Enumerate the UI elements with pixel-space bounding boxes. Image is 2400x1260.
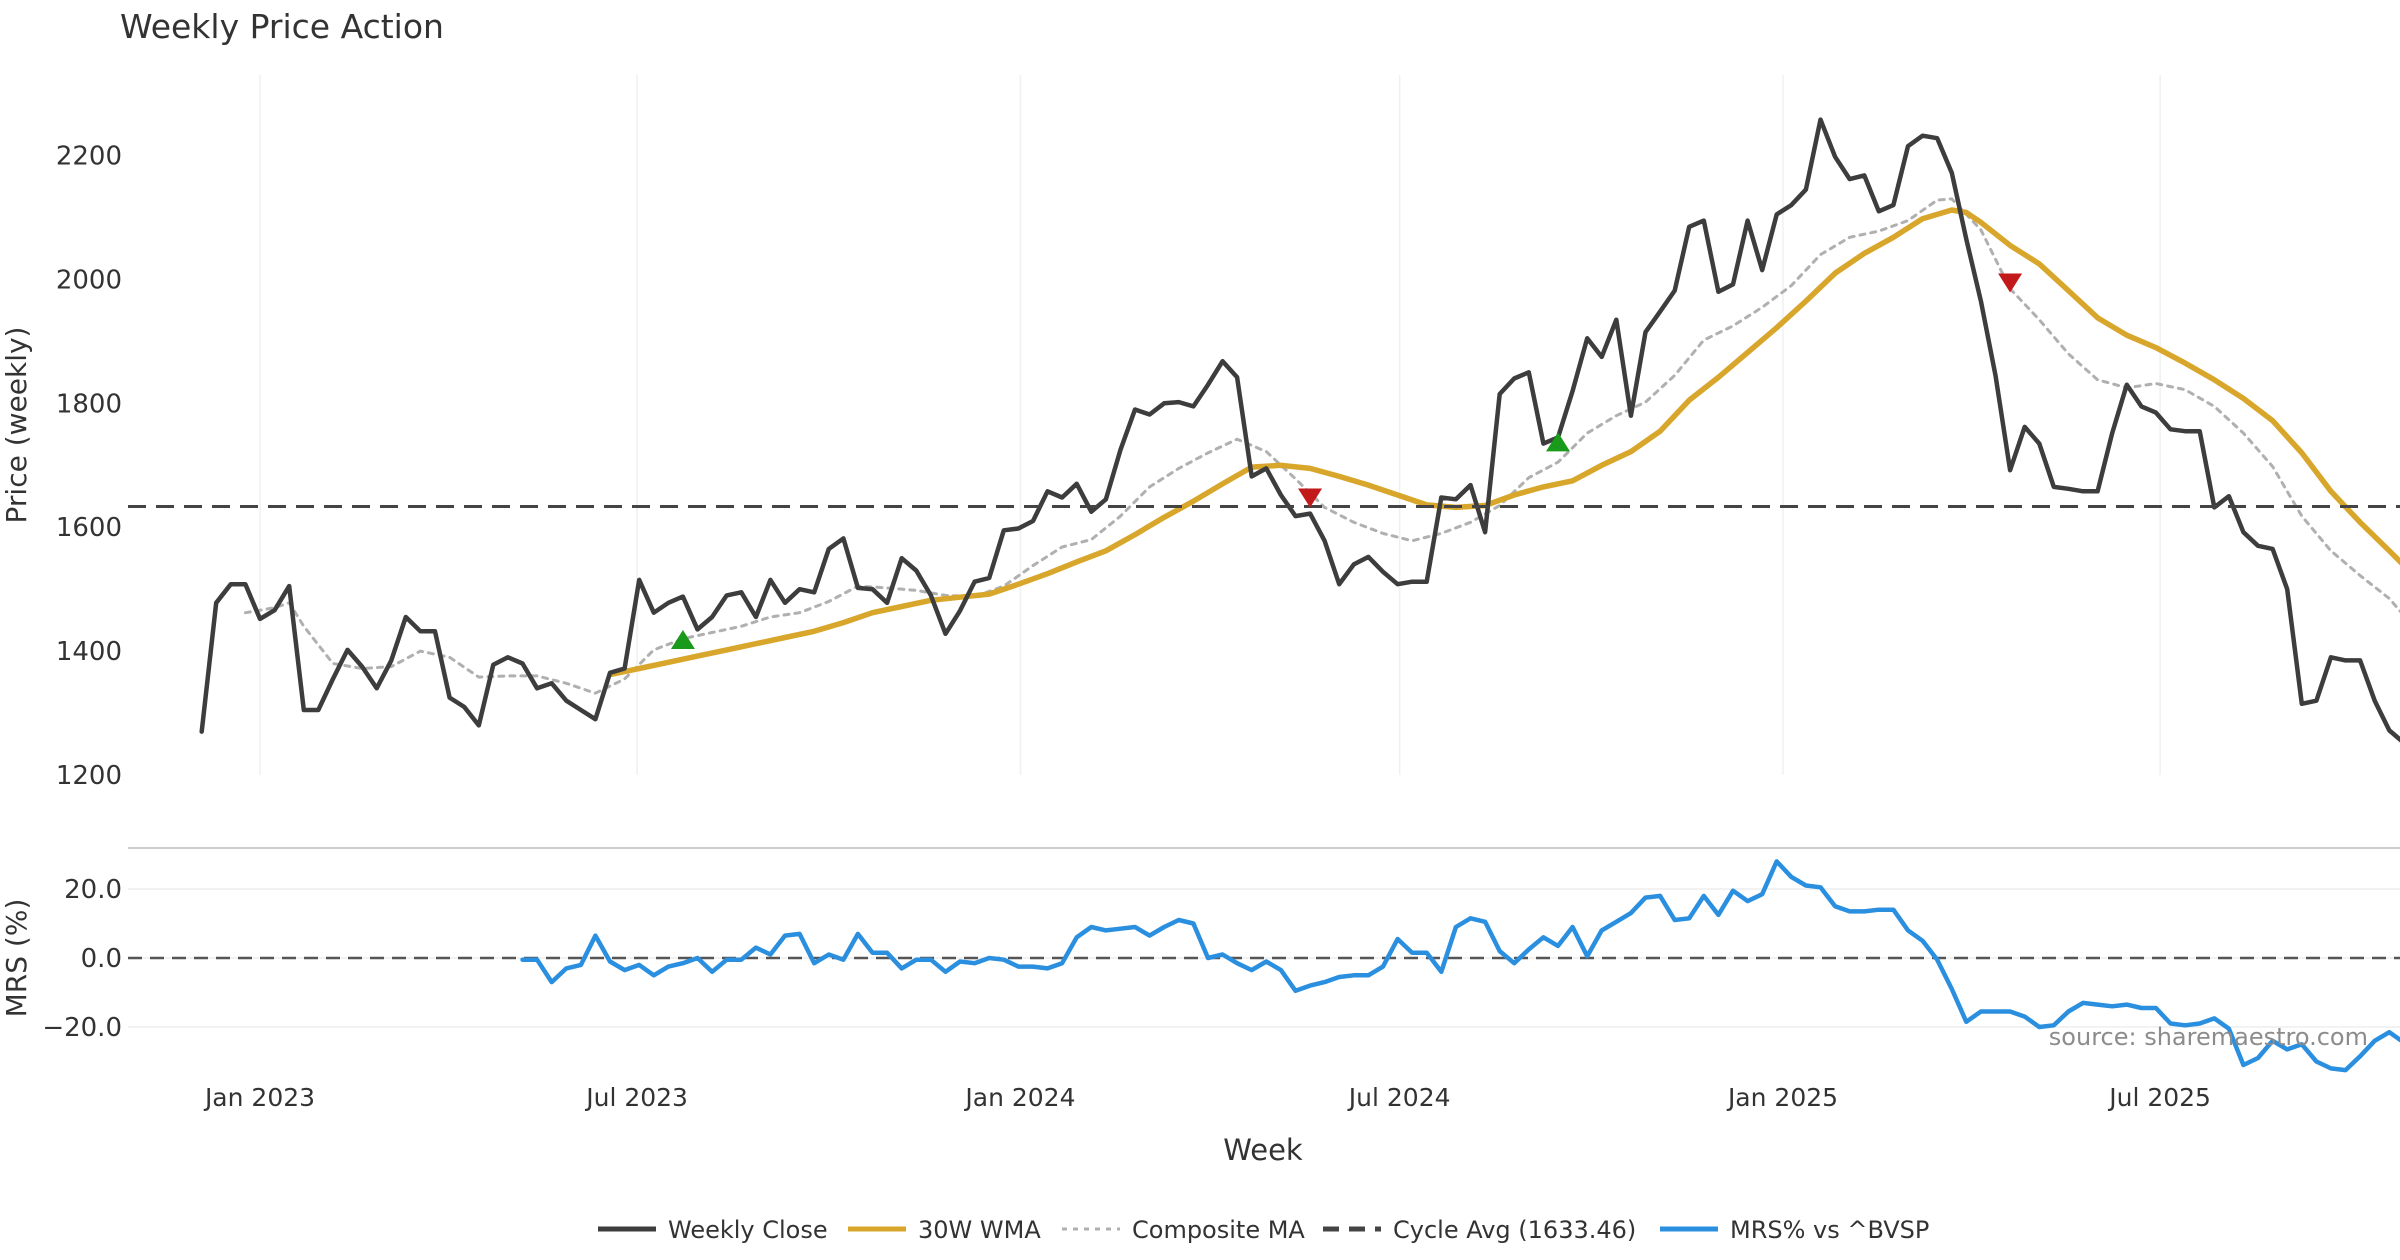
legend-label: MRS% vs ^BVSP <box>1730 1216 1929 1244</box>
legend-label: 30W WMA <box>918 1216 1041 1244</box>
price-y-tick-label: 2200 <box>56 142 122 172</box>
sell-signal-marker <box>1998 273 2023 293</box>
price-y-tick-label: 1800 <box>56 389 122 419</box>
mrs-y-tick-label: 20.0 <box>64 875 122 905</box>
mrs-axis-label: MRS (%) <box>0 899 33 1018</box>
price-axis-label: Price (weekly) <box>0 327 33 524</box>
mrs-y-tick-label: 0.0 <box>81 944 122 974</box>
mrs-line <box>520 859 2400 1073</box>
source-note: source: sharemaestro.com <box>2049 1023 2368 1051</box>
tick-layer: 1200 1400 1600 1800 2000 2200 20.0 0.0 −20.0 Jan … <box>42 142 2211 1112</box>
weekly-close-line <box>199 117 2400 743</box>
x-tick-label: Jan 2023 <box>203 1083 315 1112</box>
legend-label: Weekly Close <box>668 1216 828 1244</box>
x-tick-label: Jul 2024 <box>1347 1083 1451 1112</box>
buy-signal-marker <box>670 629 695 649</box>
x-axis-label: Week <box>1223 1133 1303 1167</box>
price-y-tick-label: 1200 <box>56 761 122 791</box>
price-y-tick-label: 1400 <box>56 637 122 667</box>
composite-ma-line <box>243 197 2400 695</box>
legend: Weekly Close 30W WMA Composite MA Cycle Avg… <box>598 1216 1929 1244</box>
series-layer <box>128 117 2400 1073</box>
x-tick-label: Jan 2025 <box>1726 1083 1838 1112</box>
signal-layer <box>670 273 2023 649</box>
grid-layer <box>128 75 2400 1028</box>
x-tick-label: Jul 2023 <box>584 1083 688 1112</box>
x-tick-label: Jan 2024 <box>963 1083 1075 1112</box>
price-y-tick-label: 2000 <box>56 265 122 295</box>
price-y-tick-label: 1600 <box>56 513 122 543</box>
mrs-y-tick-label: −20.0 <box>42 1013 122 1043</box>
chart-title: Weekly Price Action <box>120 7 444 46</box>
buy-signal-marker <box>1545 432 1570 452</box>
legend-label: Composite MA <box>1132 1216 1305 1244</box>
sell-signal-marker <box>1298 488 1323 508</box>
x-tick-label: Jul 2025 <box>2107 1083 2211 1112</box>
wma-30w-line <box>607 207 2400 678</box>
legend-label: Cycle Avg (1633.46) <box>1393 1216 1636 1244</box>
